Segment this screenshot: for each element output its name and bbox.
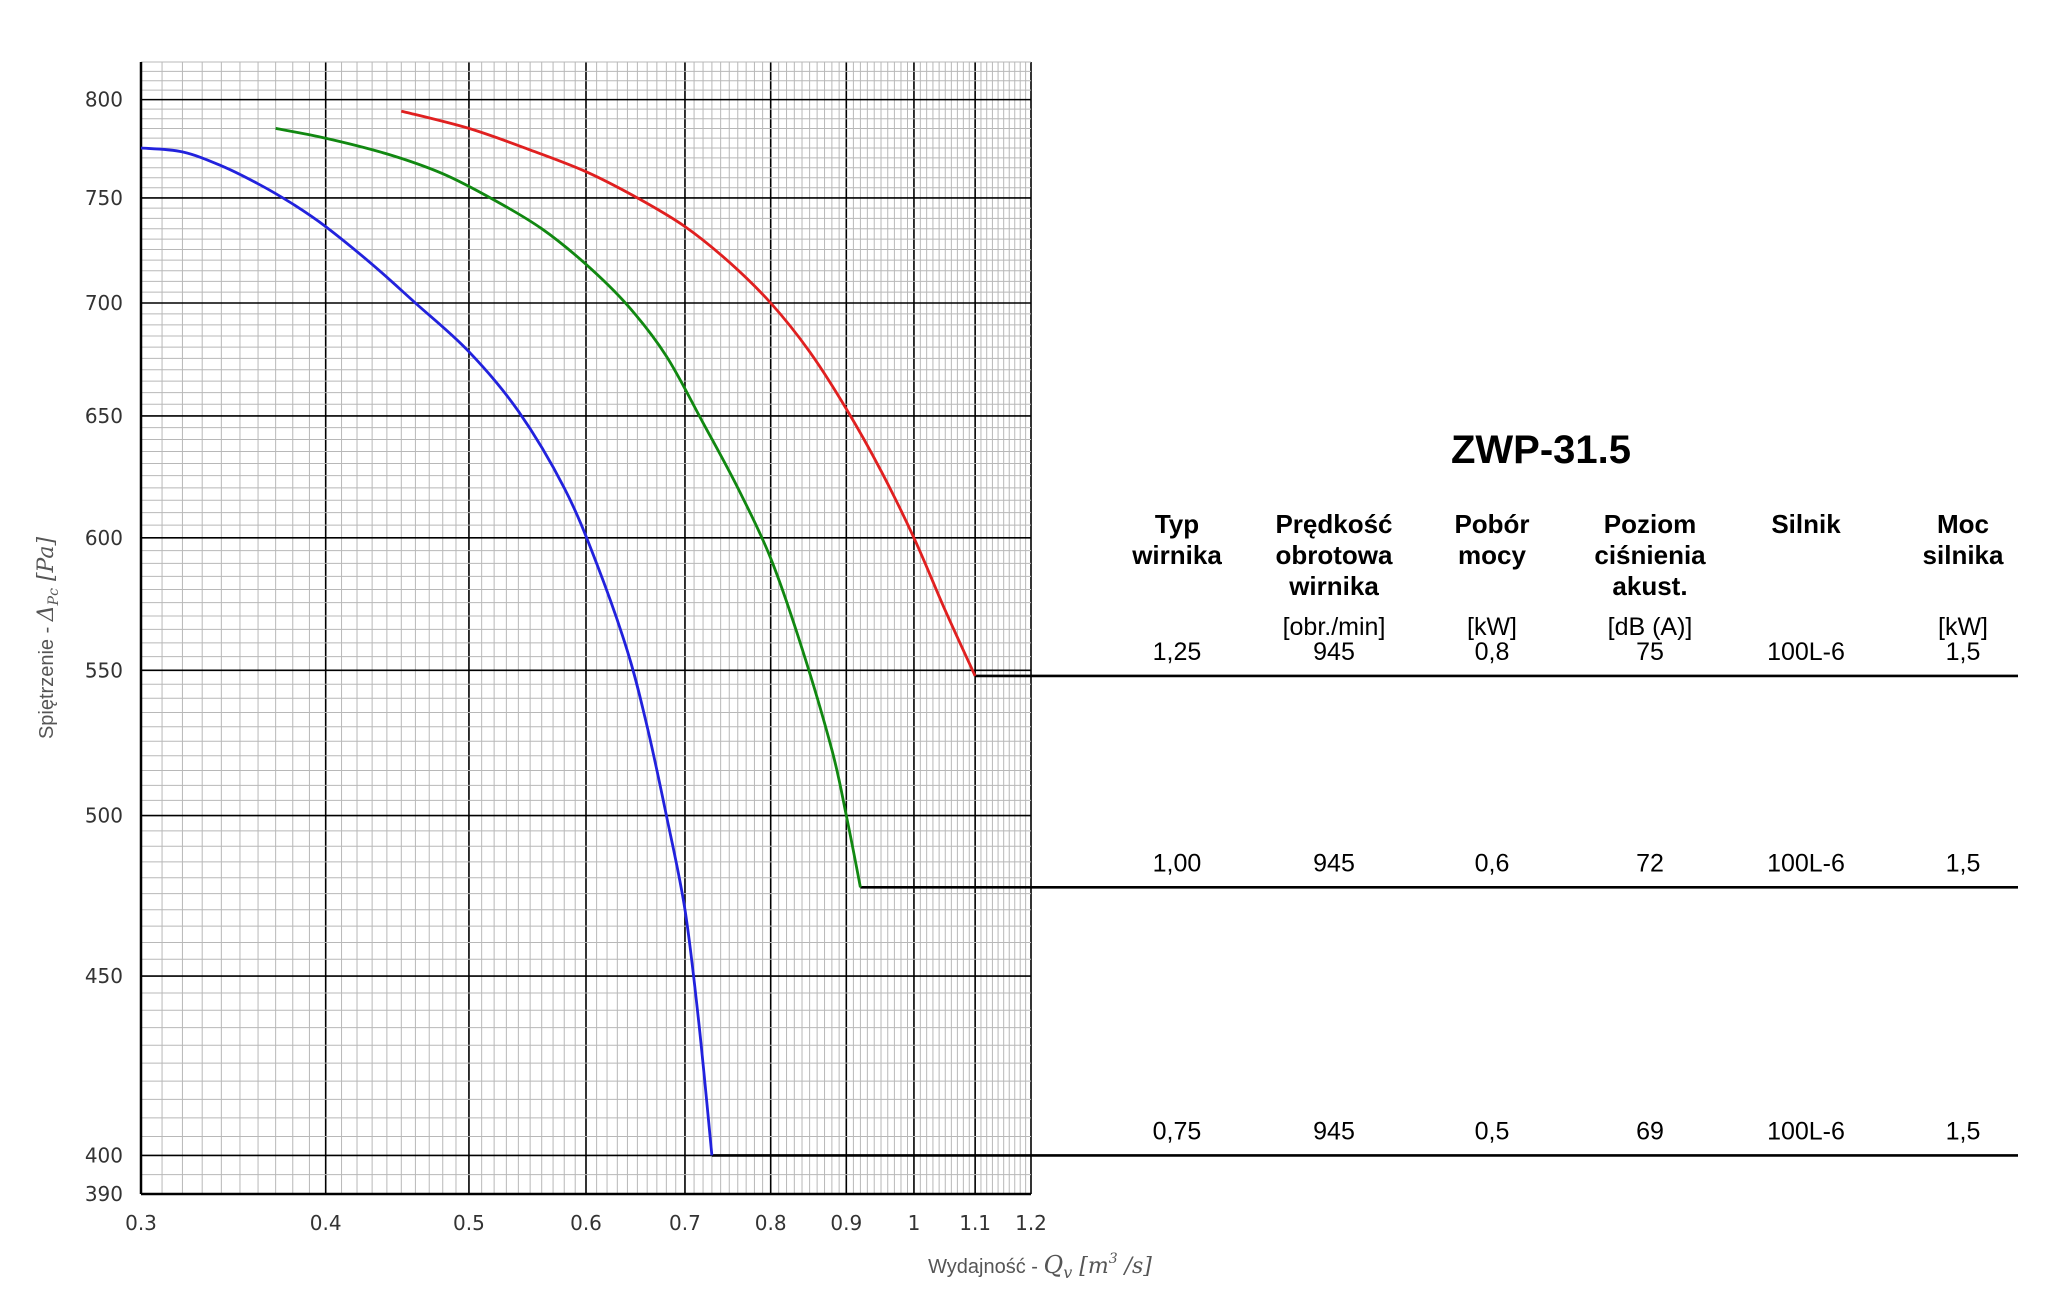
y-tick-label: 800 bbox=[85, 88, 123, 112]
y-tick-label: 390 bbox=[85, 1182, 123, 1206]
x-axis-title: Wydajność - Qv [m3 /s] bbox=[928, 1251, 1152, 1282]
x-tick-label: 0.7 bbox=[669, 1211, 701, 1235]
x-axis-unit-end: /s] bbox=[1118, 1254, 1153, 1279]
curve-series-2 bbox=[275, 127, 862, 888]
table-cell: 1,5 bbox=[1946, 1117, 1981, 1145]
x-tick-label: 0.8 bbox=[755, 1211, 787, 1235]
y-tick-label: 450 bbox=[85, 964, 123, 988]
column-header: Silnik bbox=[1771, 509, 1841, 539]
table-cell: 945 bbox=[1313, 849, 1355, 877]
x-axis-unit: [m bbox=[1072, 1254, 1108, 1279]
table-cell: 0,6 bbox=[1475, 849, 1510, 877]
table-cell: 1,5 bbox=[1946, 849, 1981, 877]
y-tick-label: 600 bbox=[85, 526, 123, 550]
y-tick-label: 550 bbox=[85, 658, 123, 682]
x-tick-label: 1.1 bbox=[959, 1211, 991, 1235]
table-cell: 1,25 bbox=[1153, 638, 1202, 666]
curve-leader-lines bbox=[711, 674, 2018, 1157]
y-axis-label-text: Spiętrzenie - bbox=[36, 621, 58, 739]
table-cell: 100L-6 bbox=[1767, 849, 1845, 877]
x-tick-label: 0.3 bbox=[125, 1211, 157, 1235]
chart-grid bbox=[140, 61, 1032, 1195]
column-header: Prędkość bbox=[1275, 509, 1392, 539]
y-axis-title: Spiętrzenie - ΔPc [Pa] bbox=[34, 537, 62, 740]
x-tick-label: 0.9 bbox=[830, 1211, 862, 1235]
column-header: silnika bbox=[1923, 540, 2004, 570]
column-unit: [dB (A)] bbox=[1608, 613, 1693, 641]
y-tick-label: 750 bbox=[85, 186, 123, 210]
curve-series-1 bbox=[140, 146, 714, 1156]
y-axis-unit: [Pa] bbox=[34, 537, 59, 589]
column-header: ciśnienia bbox=[1594, 540, 1706, 570]
y-axis-symbol: Δ bbox=[34, 605, 59, 622]
table-cell: 100L-6 bbox=[1767, 638, 1845, 666]
column-header: Poziom bbox=[1604, 509, 1696, 539]
table-cell: 0,5 bbox=[1475, 1117, 1510, 1145]
table-cell: 1,00 bbox=[1153, 849, 1202, 877]
table-cell: 1,5 bbox=[1946, 638, 1981, 666]
column-header: Moc bbox=[1937, 509, 1989, 539]
x-axis-unit-exponent: 3 bbox=[1109, 1251, 1118, 1267]
x-tick-label: 1 bbox=[908, 1211, 921, 1235]
column-header: akust. bbox=[1612, 571, 1687, 601]
y-tick-label: 700 bbox=[85, 291, 123, 315]
table-cell: 0,8 bbox=[1475, 638, 1510, 666]
x-tick-label: 1.2 bbox=[1015, 1211, 1047, 1235]
y-tick-label: 500 bbox=[85, 804, 123, 828]
column-header: mocy bbox=[1458, 540, 1526, 570]
x-axis-symbol: Q bbox=[1044, 1251, 1064, 1279]
column-header: obrotowa bbox=[1276, 540, 1394, 570]
y-axis-subscript: Pc bbox=[46, 588, 62, 606]
tick-labels: 0.3 0.4 0.5 0.6 0.7 0.8 0.9 1 1.1 1.2 390 400 450 500… bbox=[85, 88, 1047, 1235]
y-tick-label: 400 bbox=[85, 1143, 123, 1167]
column-header: wirnika bbox=[1131, 540, 1222, 570]
table-cell: 75 bbox=[1636, 638, 1664, 666]
column-header: Pobór bbox=[1454, 509, 1529, 539]
table-cell: 945 bbox=[1313, 1117, 1355, 1145]
y-tick-label: 650 bbox=[85, 404, 123, 428]
table-cell: 945 bbox=[1313, 638, 1355, 666]
chart-frame bbox=[139, 62, 1031, 1196]
x-tick-label: 0.5 bbox=[453, 1211, 485, 1235]
x-tick-label: 0.4 bbox=[310, 1211, 342, 1235]
column-unit: [kW] bbox=[1938, 613, 1988, 641]
table-cell: 69 bbox=[1636, 1117, 1664, 1145]
column-unit: [kW] bbox=[1467, 613, 1517, 641]
curve-series-3 bbox=[400, 109, 977, 677]
x-axis-label-text: Wydajność - bbox=[928, 1256, 1043, 1278]
table-cell: 0,75 bbox=[1153, 1117, 1202, 1145]
model-title: ZWP-31.5 bbox=[1451, 428, 1631, 472]
column-header: wirnika bbox=[1288, 571, 1379, 601]
column-unit: [obr./min] bbox=[1283, 613, 1386, 641]
specification-table: TypwirnikaPrędkośćobrotowawirnikaPobórmo… bbox=[1131, 509, 2004, 1145]
column-header: Typ bbox=[1155, 509, 1199, 539]
table-cell: 72 bbox=[1636, 849, 1664, 877]
x-tick-label: 0.6 bbox=[570, 1211, 602, 1235]
performance-curves bbox=[140, 109, 977, 1156]
table-cell: 100L-6 bbox=[1767, 1117, 1845, 1145]
x-axis-subscript: v bbox=[1063, 1263, 1072, 1282]
